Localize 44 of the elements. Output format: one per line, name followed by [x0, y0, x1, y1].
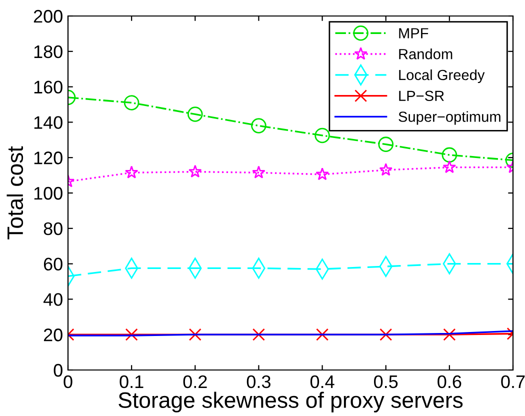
x-tick-label: 0.5	[374, 375, 398, 388]
x-tick-label: 0.2	[183, 375, 207, 388]
legend-label: LP−SR	[399, 90, 444, 102]
y-tick-label: 40	[43, 293, 62, 306]
point	[380, 328, 392, 341]
y-tick-label: 160	[34, 80, 62, 94]
y-tick-label: 180	[34, 45, 62, 58]
y-tick-label: 60	[44, 258, 62, 271]
x-tick-label: 0.1	[120, 375, 144, 388]
y-axis-title: Total cost	[6, 146, 24, 240]
x-tick-label: 0.4	[310, 375, 334, 388]
point	[379, 163, 392, 176]
point	[316, 167, 329, 180]
x-tick-label: 0.7	[501, 375, 525, 388]
x-tick-label: 0	[64, 375, 72, 388]
point	[124, 166, 138, 178]
point	[442, 147, 458, 163]
legend-label: Local Greedy	[399, 69, 485, 84]
point	[443, 328, 456, 341]
y-tick-label: 140	[34, 116, 62, 129]
y-tick-label: 120	[34, 152, 62, 164]
point	[124, 95, 140, 110]
y-tick-label: 200	[34, 10, 62, 23]
x-axis-title: Storage skewness of proxy servers	[118, 392, 463, 412]
point	[188, 106, 203, 122]
point	[188, 328, 202, 341]
point	[188, 164, 202, 178]
legend-label: MPF	[399, 28, 428, 38]
point	[442, 160, 456, 174]
x-tick-label: 0.3	[246, 375, 270, 388]
point	[316, 328, 329, 341]
y-tick-label: 100	[34, 186, 62, 200]
y-tick-label: 80	[44, 222, 62, 236]
legend-label: Random	[399, 48, 452, 60]
point	[314, 128, 330, 144]
point	[378, 136, 394, 152]
point	[251, 118, 266, 134]
x-tick-label: 0.6	[438, 375, 462, 388]
point	[252, 166, 266, 178]
point	[252, 328, 265, 341]
y-tick-label: 0	[54, 364, 62, 377]
point	[125, 328, 138, 341]
legend-label: Super−optimum	[398, 111, 500, 125]
y-tick-label: 20	[44, 328, 62, 342]
